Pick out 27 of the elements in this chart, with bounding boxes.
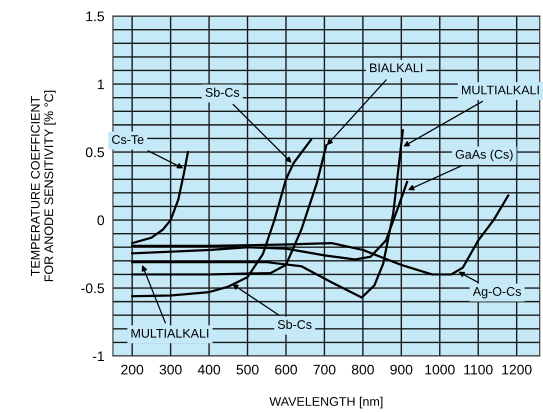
y-tick-label: -1 (92, 351, 104, 362)
annotation: Sb-Cs (278, 320, 312, 329)
x-tick-label: 400 (198, 364, 220, 375)
x-tick-label: 1200 (502, 364, 532, 375)
y-tick-label: -0.5 (81, 283, 104, 294)
x-tick-label: 500 (236, 364, 259, 375)
y-axis-title: TEMPERATURE COEFFICIENT FOR ANODE SENSITIVITY [% °C] (30, 90, 56, 282)
y-tick-label: 1 (98, 80, 104, 90)
y-tick-label: 1.5 (86, 12, 104, 22)
annotation: BIALKALI (370, 64, 422, 72)
annotation: MULTIALKALI (462, 86, 539, 94)
annotation: MULTIALKALI (131, 328, 208, 338)
annotation: Sb-Cs (205, 88, 240, 97)
x-tick-label: 1100 (464, 364, 493, 375)
x-axis-title: WAVELENGTH [nm] (269, 396, 382, 408)
annotation: Cs-Te (112, 135, 144, 144)
x-tick-label: 300 (160, 364, 182, 375)
y-tick-label: 0 (97, 215, 104, 226)
y-tick-label: 0.5 (86, 147, 104, 158)
x-tick-label: 700 (314, 364, 336, 375)
x-tick-label: 900 (390, 364, 412, 375)
x-tick-label: 600 (275, 364, 298, 375)
x-tick-label: 800 (352, 364, 374, 375)
x-tick-label: 1000 (425, 364, 455, 375)
annotation: GaAs (Cs) (456, 150, 513, 162)
annotation: Ag-O-Cs (472, 287, 521, 298)
x-tick-label: 200 (121, 364, 144, 375)
